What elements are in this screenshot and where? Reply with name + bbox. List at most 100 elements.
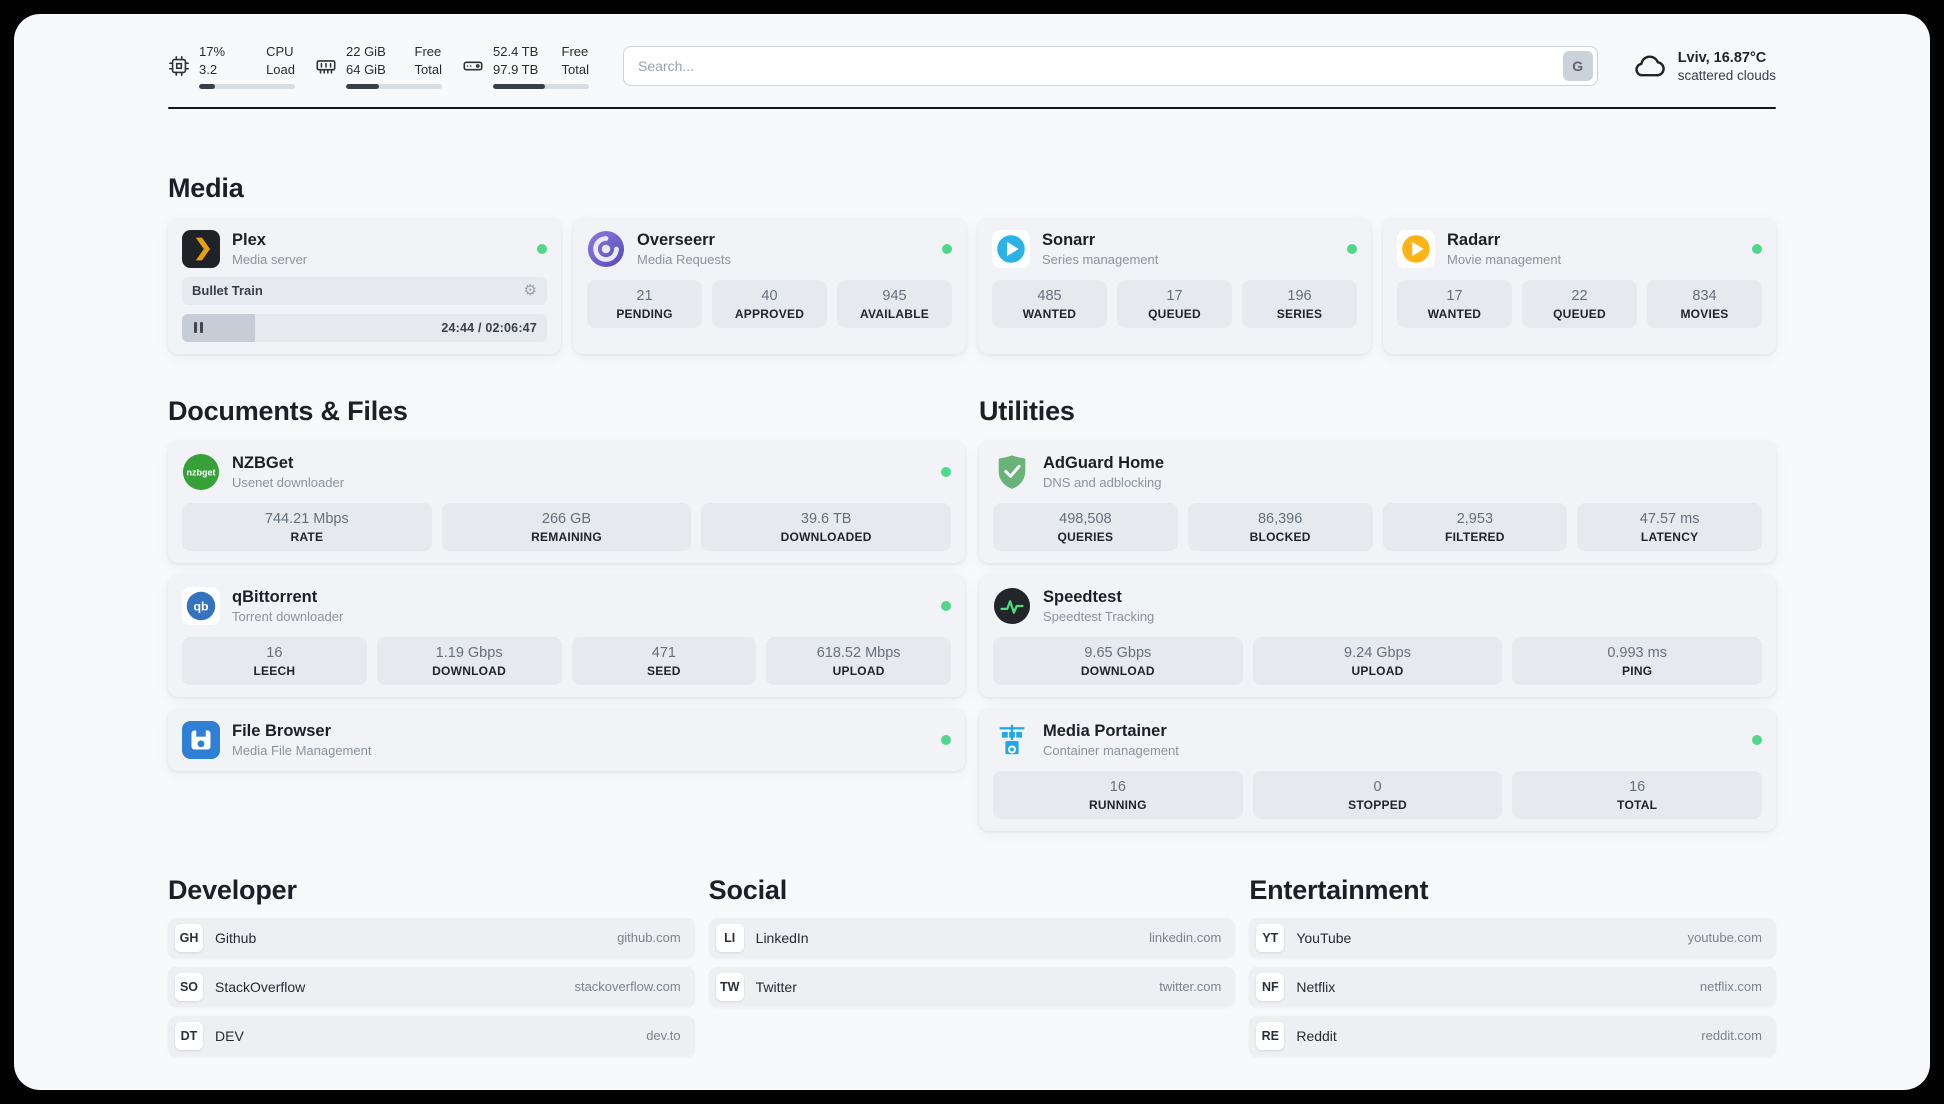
stat-box: 266 GB REMAINING [441, 502, 692, 551]
app-card-qbittorrent[interactable]: qb qBittorrent Torrent downloader 16 [168, 574, 965, 697]
bookmark-linkedin[interactable]: LI LinkedIn linkedin.com [708, 917, 1236, 958]
stat-box: 498,508 QUERIES [993, 502, 1178, 551]
app-card-speedtest[interactable]: Speedtest Speedtest Tracking 9.65 Gbps D… [979, 574, 1776, 697]
stat-label: STOPPED [1348, 797, 1407, 812]
bookmark-name: Reddit [1296, 1027, 1337, 1044]
search-box: G [623, 46, 1598, 87]
developer-section-title: Developer [168, 874, 297, 905]
stat-value: 945 [882, 287, 907, 304]
stat-box: 16 TOTAL [1512, 770, 1762, 819]
cpu-icon [168, 55, 190, 77]
bookmark-dev[interactable]: DT DEV dev.to [168, 1015, 695, 1056]
storage-total-value: 97.9 TB [493, 61, 539, 77]
app-subtitle: Media Requests [637, 251, 731, 267]
stat-value: 39.6 TB [800, 510, 852, 527]
stat-box: 9.65 Gbps DOWNLOAD [993, 636, 1243, 685]
portainer-icon [993, 721, 1031, 759]
cpu-progress-bar [199, 83, 295, 89]
media-section-title: Media [168, 172, 244, 203]
app-card-adguard[interactable]: AdGuard Home DNS and adblocking 498,508 … [979, 440, 1776, 563]
stat-box: 0 STOPPED [1252, 770, 1503, 819]
stat-value: 471 [651, 644, 676, 661]
pause-icon[interactable] [192, 318, 205, 337]
stat-value: 498,508 [1059, 510, 1112, 527]
sonarr-icon [992, 229, 1030, 268]
gear-icon[interactable]: ⚙ [523, 281, 537, 300]
app-title: File Browser [232, 721, 332, 740]
bookmark-url: dev.to [646, 1028, 681, 1044]
plex-progress-row[interactable]: 24:44 / 02:06:47 [182, 313, 547, 342]
dashboard-page: 17% 3.2 CPU Load [14, 14, 1930, 1090]
search-input[interactable] [623, 46, 1598, 87]
bookmark-badge: RE [1256, 1021, 1285, 1050]
stat-box: 47.57 ms LATENCY [1577, 502, 1762, 551]
bookmark-netflix[interactable]: NF Netflix netflix.com [1249, 966, 1776, 1007]
adguard-icon [993, 453, 1031, 491]
app-title: NZBGet [232, 453, 294, 472]
storage-metric: 52.4 TB 97.9 TB Free Total [462, 44, 589, 89]
app-card-portainer[interactable]: Media Portainer Container management 16 … [979, 708, 1776, 831]
section-developer: Developer GH Github github.com SO StackO… [168, 875, 695, 1056]
stat-value: 17 [1446, 287, 1463, 304]
stat-label: QUEUED [1148, 306, 1201, 321]
app-title: Speedtest [1043, 587, 1122, 606]
stat-value: 744.21 Mbps [264, 510, 349, 527]
app-card-filebrowser[interactable]: File Browser Media File Management [168, 708, 965, 771]
stat-value: 2,953 [1456, 510, 1494, 527]
stat-label: DOWNLOAD [432, 663, 507, 678]
bookmark-twitter[interactable]: TW Twitter twitter.com [708, 966, 1236, 1007]
stat-label: PENDING [616, 306, 673, 321]
bookmark-name: Twitter [755, 978, 797, 995]
stat-value: 196 [1287, 287, 1312, 304]
weather-location: Lviv, 16.87°C [1677, 49, 1767, 66]
bookmark-reddit[interactable]: RE Reddit reddit.com [1249, 1015, 1776, 1056]
app-card-sonarr[interactable]: Sonarr Series management 485 WANTED 17 Q… [978, 217, 1371, 354]
overseerr-icon [587, 230, 625, 268]
stat-value: 266 GB [541, 510, 592, 527]
weather-widget: Lviv, 16.87°C scattered clouds [1632, 49, 1776, 83]
entertainment-section-title: Entertainment [1249, 874, 1429, 905]
app-card-nzbget[interactable]: nzbget NZBGet Usenet downloader 744.21 M… [168, 440, 965, 563]
app-subtitle: Speedtest Tracking [1043, 608, 1155, 624]
stat-label: APPROVED [734, 306, 805, 321]
cpu-progress-fill [199, 83, 216, 89]
ram-icon [315, 55, 337, 77]
bookmark-badge: GH [175, 923, 203, 952]
bookmark-badge: LI [715, 923, 744, 952]
top-bar: 17% 3.2 CPU Load [168, 44, 1776, 89]
memory-total-value: 64 GiB [346, 61, 386, 77]
bookmark-youtube[interactable]: YT YouTube youtube.com [1249, 917, 1776, 958]
stat-value: 17 [1166, 287, 1183, 304]
weather-condition: scattered clouds [1677, 67, 1776, 83]
app-card-overseerr[interactable]: Overseerr Media Requests 21 PENDING 40 A… [573, 217, 966, 354]
stat-label: FILTERED [1445, 529, 1505, 544]
cpu-usage-value: 17% [199, 44, 226, 59]
stat-label: QUEUED [1553, 306, 1606, 321]
bookmark-name: YouTube [1296, 929, 1352, 946]
stat-box: 40 APPROVED [712, 279, 827, 328]
stat-box: 618.52 Mbps UPLOAD [766, 636, 951, 685]
stat-label: AVAILABLE [859, 306, 930, 321]
app-card-plex[interactable]: Plex Media server Bullet Train ⚙ 24:44 /… [168, 217, 561, 354]
stat-value: 485 [1037, 287, 1062, 304]
stat-value: 86,396 [1257, 510, 1303, 527]
storage-progress-fill [493, 83, 545, 89]
app-subtitle: Movie management [1447, 251, 1562, 267]
search-engine-button[interactable]: G [1562, 51, 1593, 82]
stat-box: 1.19 Gbps DOWNLOAD [376, 636, 562, 685]
bookmark-stackoverflow[interactable]: SO StackOverflow stackoverflow.com [168, 966, 695, 1007]
app-card-radarr[interactable]: Radarr Movie management 17 WANTED 22 QUE… [1383, 217, 1776, 354]
stat-value: 0.993 ms [1607, 644, 1667, 661]
playback-time: 24:44 / 02:06:47 [441, 320, 537, 335]
status-dot [942, 243, 952, 254]
stat-value: 16 [1629, 778, 1646, 795]
status-dot [1347, 243, 1357, 254]
bookmark-name: LinkedIn [755, 929, 809, 946]
bookmark-github[interactable]: GH Github github.com [168, 917, 695, 958]
storage-label-top: Free [561, 44, 589, 59]
stat-box: 17 QUEUED [1117, 279, 1232, 328]
stat-value: 47.57 ms [1639, 510, 1700, 527]
cpu-label-top: CPU [266, 44, 294, 59]
memory-progress-fill [346, 83, 379, 89]
stat-box: 21 PENDING [587, 279, 702, 328]
